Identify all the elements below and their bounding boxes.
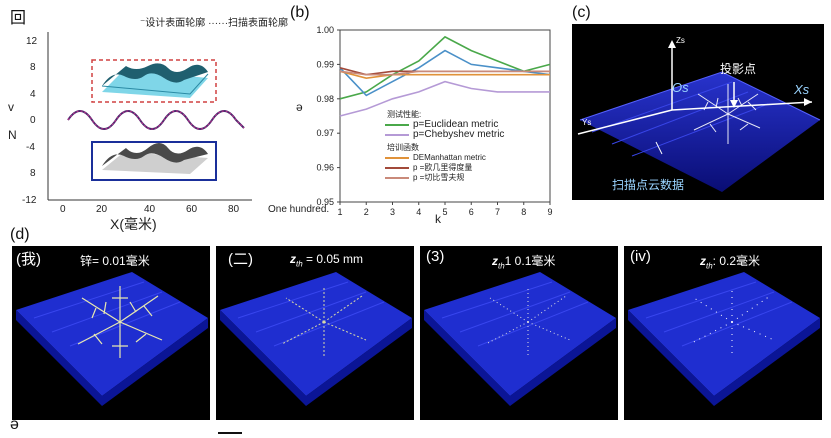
ylabel-v: v: [8, 100, 14, 114]
legend-euclidean: p=Euclidean metric: [413, 119, 499, 130]
label-scan-cloud: 扫描点云数据: [612, 178, 685, 192]
label-ys: Ys: [582, 118, 592, 127]
y-tick-label: 1.00: [316, 25, 334, 35]
sub-title: zth = 0.05 mm: [290, 252, 364, 269]
panel-b-ylabel: ə: [296, 100, 303, 114]
label-xs: Xs: [794, 82, 810, 97]
xtick: 40: [144, 204, 156, 215]
axis-ys: [577, 109, 673, 135]
x-tick-label: 4: [416, 207, 421, 217]
panel-d-sub-3: (3) zth1 0.1毫米: [420, 246, 618, 420]
legend-chebyshev: p=Chebyshev metric: [413, 129, 505, 140]
snowflake-projection: [693, 84, 761, 144]
label-projection: 投影点: [720, 62, 757, 76]
xtick: 0: [60, 204, 66, 215]
sub-title: 锌= 0.01毫米: [80, 254, 150, 268]
x-tick-label: 1: [337, 207, 342, 217]
ytick: 12: [26, 36, 38, 47]
scan-cloud-surface: [580, 72, 820, 192]
series-line-1: [339, 49, 551, 97]
legend-rough2: p =切比雪夫规: [413, 173, 465, 182]
panel-c-image: Zs Os Xs Ys 投影点 扫描点云数据: [572, 24, 824, 200]
ytick: -4: [26, 142, 35, 153]
x-tick-label: 3: [390, 207, 395, 217]
sub-num: (3): [426, 248, 445, 265]
design-surface-inset: [91, 59, 217, 103]
ytick: 0: [30, 115, 36, 126]
scan-surface-inset: [91, 141, 217, 181]
series-line-3: [339, 70, 550, 80]
panel-e-label: ə: [10, 416, 19, 433]
panel-a-plot: [47, 32, 252, 201]
y-tick-label: 0.96: [316, 163, 334, 173]
x-tick-label: 8: [521, 207, 526, 217]
x-tick-label: 2: [364, 207, 369, 217]
legend-title-1: 测试性能:: [387, 110, 422, 119]
panel-b-label: (b): [290, 4, 310, 21]
panel-c-label: (c): [572, 4, 591, 21]
y-tick-label: 0.97: [316, 128, 334, 138]
xtick: 80: [228, 204, 240, 215]
legend-scan: 扫描表面轮廓: [228, 18, 289, 29]
ylabel-n: N: [8, 128, 17, 142]
sub-num: (二): [228, 251, 253, 268]
panel-d-sub-2: (二) zth = 0.05 mm: [216, 246, 414, 420]
sub-num: (iv): [630, 248, 651, 265]
x-tick-label: 9: [547, 207, 552, 217]
x-tick-label: 7: [495, 207, 500, 217]
panel-b-xlabel: k: [435, 212, 441, 226]
sub-num: (我): [16, 251, 41, 268]
series-line-0: [339, 35, 551, 100]
x-tick-label: 6: [469, 207, 474, 217]
legend-title-2: 培训函数: [387, 143, 419, 152]
label-zs: Zs: [676, 36, 685, 45]
sub-title: zth: 0.2毫米: [700, 254, 761, 271]
design-profile-line: [67, 110, 245, 130]
ytick: 8: [30, 62, 36, 73]
series-line-5: [339, 70, 550, 76]
y-tick-label: 0.95: [316, 197, 334, 207]
legend-swatch: [385, 157, 409, 159]
y-tick-label: 0.98: [316, 94, 334, 104]
legend-rough1: p =欧几里得度量: [413, 163, 473, 172]
legend-swatch: [385, 167, 409, 169]
legend-design: 设计表面轮廓: [145, 18, 206, 29]
label-os: Os: [672, 80, 689, 95]
panel-d-sub-4: (iv) zth: 0.2毫米: [624, 246, 822, 420]
ytick: 4: [30, 89, 36, 100]
ytick: 8: [30, 168, 36, 179]
panel-a-xlabel: X(毫米): [110, 216, 157, 232]
ytick: -12: [22, 195, 37, 206]
panel-d-label: (d): [10, 226, 30, 243]
panel-b-first-tick: One hundred.: [268, 204, 330, 215]
xtick: 60: [186, 204, 198, 215]
panel-a-label: 回: [10, 10, 27, 27]
xtick: 20: [96, 204, 108, 215]
x-tick-label: 5: [442, 207, 447, 217]
panel-d-sub-1: (我) 锌= 0.01毫米: [12, 246, 210, 420]
legend-swatch: [385, 124, 409, 126]
legend-swatch: [385, 134, 409, 136]
legend-swatch: [385, 177, 409, 179]
panel-a-legend: ⁻设计表面轮廓 ······扫描表面轮廓: [140, 18, 289, 29]
series-line-2: [339, 80, 550, 117]
y-tick-label: 0.99: [316, 59, 334, 69]
snowflake-points: [77, 286, 163, 358]
panel-b-legend: 测试性能: p=Euclidean metric p=Chebyshev met…: [385, 110, 535, 183]
sub-title: zth1 0.1毫米: [492, 254, 556, 271]
divider: [218, 432, 242, 434]
panel-b-chart: 1.00 0.99 0.98 0.97 0.96 0.951 2 3 4 5 6 7 8 9: [316, 25, 552, 217]
legend-manhattan: DEManhattan metric: [413, 153, 486, 162]
